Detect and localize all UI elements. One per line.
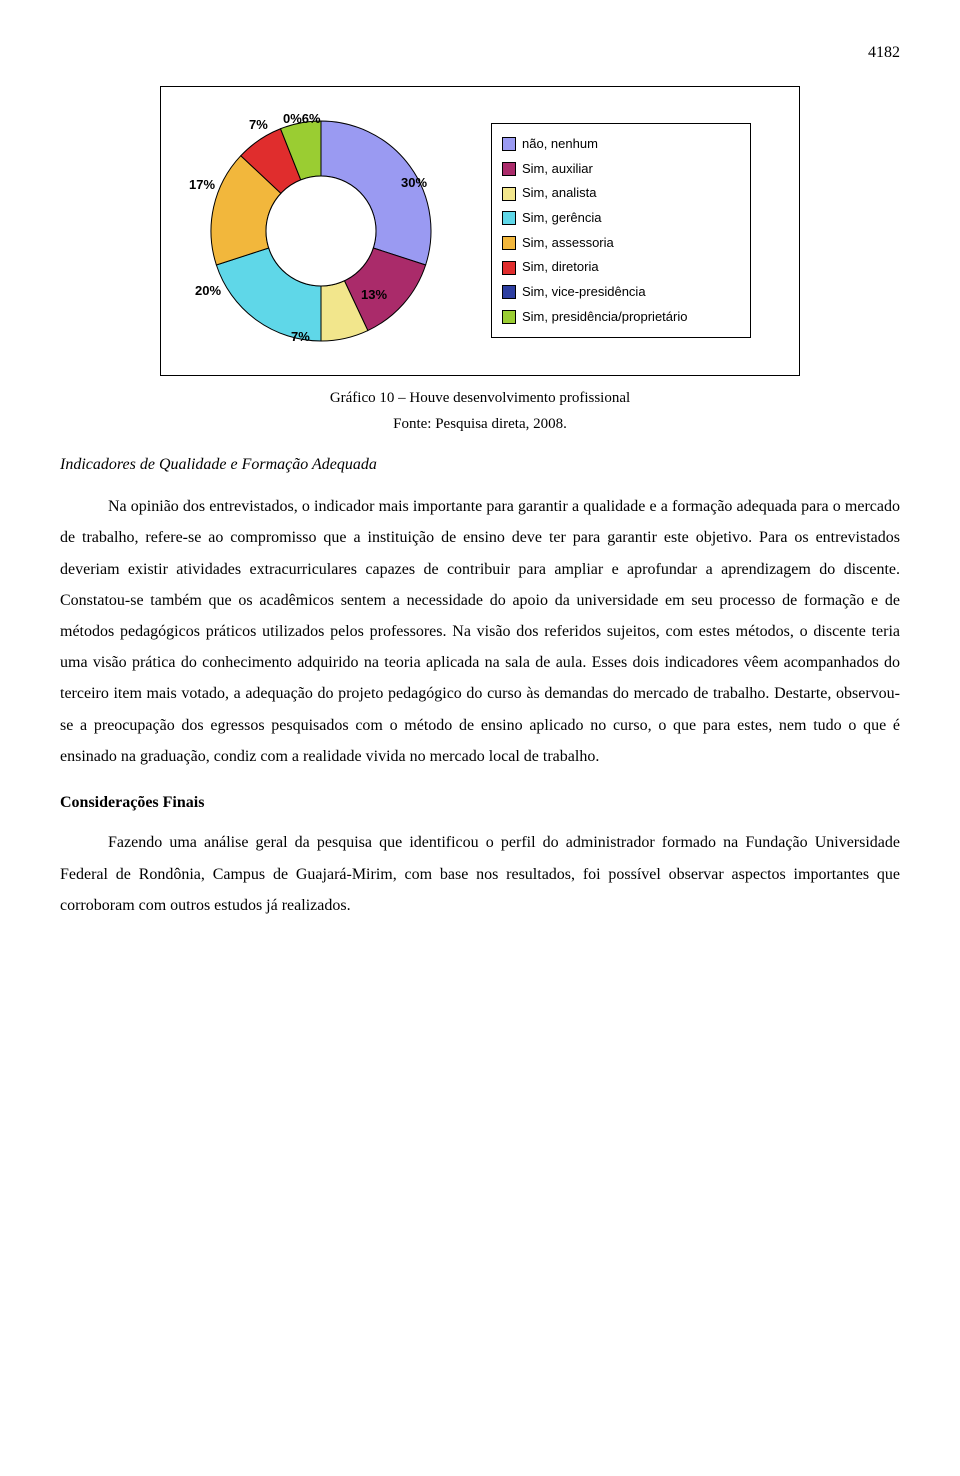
chart-source: Fonte: Pesquisa direta, 2008. [60, 412, 900, 436]
chart-pct-label: 13% [361, 285, 387, 306]
chart-pct-label: 0%6% [283, 109, 321, 130]
subheading: Indicadores de Qualidade e Formação Adeq… [60, 452, 900, 478]
legend-swatch [502, 137, 516, 151]
donut-chart: 30% 13% 7% 20% 17% 7% 0%6% [171, 101, 471, 361]
chart-pct-label: 30% [401, 173, 427, 194]
legend-item: Sim, gerência [502, 206, 740, 231]
legend-swatch [502, 187, 516, 201]
legend-label: Sim, vice-presidência [522, 280, 646, 305]
legend-swatch [502, 285, 516, 299]
chart-pct-label: 17% [189, 175, 215, 196]
legend-swatch [502, 236, 516, 250]
legend-swatch [502, 162, 516, 176]
chart-pct-label: 20% [195, 281, 221, 302]
section-heading: Considerações Finais [60, 790, 900, 816]
legend-item: Sim, analista [502, 181, 740, 206]
legend-label: não, nenhum [522, 132, 598, 157]
legend-label: Sim, presidência/proprietário [522, 305, 687, 330]
legend-item: não, nenhum [502, 132, 740, 157]
legend-label: Sim, analista [522, 181, 596, 206]
legend-label: Sim, assessoria [522, 231, 614, 256]
legend-item: Sim, diretoria [502, 255, 740, 280]
page-number: 4182 [60, 40, 900, 66]
chart-container: 30% 13% 7% 20% 17% 7% 0%6% não, nenhumSim, aux… [160, 86, 800, 376]
legend-item: Sim, assessoria [502, 231, 740, 256]
chart-caption: Gráfico 10 – Houve desenvolvimento profi… [60, 386, 900, 410]
legend-label: Sim, auxiliar [522, 157, 593, 182]
body-paragraph-1: Na opinião dos entrevistados, o indicado… [60, 491, 900, 772]
legend-swatch [502, 211, 516, 225]
legend-swatch [502, 310, 516, 324]
legend-item: Sim, vice-presidência [502, 280, 740, 305]
chart-legend: não, nenhumSim, auxiliarSim, analistaSim… [491, 123, 751, 339]
legend-item: Sim, auxiliar [502, 157, 740, 182]
legend-label: Sim, gerência [522, 206, 601, 231]
chart-pct-label: 7% [291, 327, 310, 348]
legend-swatch [502, 261, 516, 275]
chart-pct-label: 7% [249, 115, 268, 136]
legend-item: Sim, presidência/proprietário [502, 305, 740, 330]
body-paragraph-2: Fazendo uma análise geral da pesquisa qu… [60, 827, 900, 921]
legend-label: Sim, diretoria [522, 255, 599, 280]
